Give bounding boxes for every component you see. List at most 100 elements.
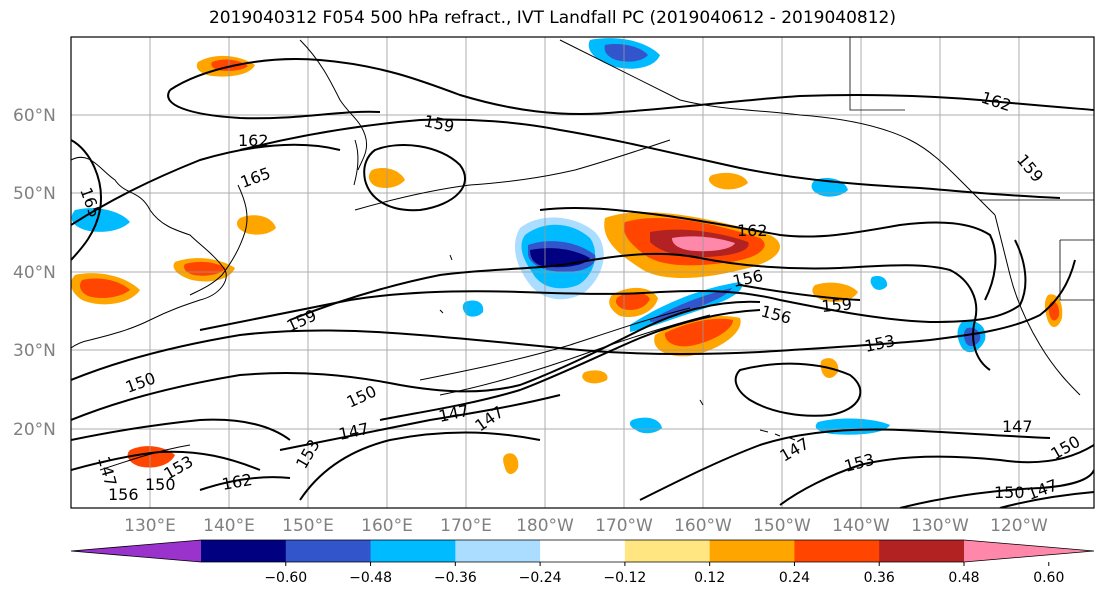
contour-150-sw (71, 418, 291, 441)
colorbar-swatch (370, 540, 456, 562)
colorbar-tick-label: 0.36 (864, 570, 895, 586)
positive-anomaly-south-east (582, 370, 608, 384)
map-frame (70, 36, 1095, 509)
contour-147-southeast (639, 428, 1051, 501)
colorbar-tick-label: −0.24 (519, 570, 562, 586)
lat-label-40n: 40°N (13, 263, 56, 283)
contour-156-sw (71, 450, 261, 471)
alaska-coast (559, 39, 996, 216)
positive-anomaly-china-red (80, 278, 130, 298)
canada-border (849, 37, 905, 111)
kamchatka-coast (299, 39, 368, 171)
coastlines (71, 37, 1094, 441)
colorbar-swatch (879, 540, 965, 562)
contour-162-sw (199, 476, 291, 491)
negative-anomaly-midpacific (462, 300, 484, 317)
contour-labels: 162 159 165 165 162 162 159 153 156 150 … (76, 88, 1083, 504)
lat-label-30n: 30°N (13, 341, 56, 361)
colorbar-tick-label: −0.48 (349, 570, 392, 586)
north-america-coast (994, 214, 1081, 396)
lon-label-130w: 130°W (911, 516, 969, 536)
contour-162-north (169, 58, 1094, 116)
latitude-labels: 60°N 50°N 40°N 30°N 20°N (13, 106, 56, 440)
negative-anomaly-eastchina (71, 208, 130, 232)
colorbar-tick-label: −0.12 (603, 570, 646, 586)
contours (71, 58, 1094, 508)
lon-label-120w: 120°W (990, 516, 1048, 536)
contour-label: 150 (145, 475, 176, 494)
us-state-border (1059, 239, 1094, 301)
lat-label-60n: 60°N (13, 106, 56, 126)
contour-156-central (199, 239, 1027, 331)
contour-150 (71, 300, 761, 421)
lon-label-160w: 160°W (674, 516, 732, 536)
thin-contours (99, 307, 711, 471)
scattered-islands (439, 254, 704, 406)
colorbar-tick-label: 0.24 (779, 570, 810, 586)
contour-159-east (739, 284, 861, 301)
lon-label-130e: 130°E (124, 516, 176, 536)
contour-147-corner (999, 491, 1094, 508)
colorbar-tick-label: 0.12 (694, 570, 725, 586)
negative-anomaly-east-north (870, 276, 888, 290)
asia-coast (71, 157, 227, 349)
lon-label-160e: 160°E (361, 516, 413, 536)
contour-147-south (279, 394, 561, 451)
contour-label: 159 (821, 294, 853, 316)
lon-label-170w: 170°W (595, 516, 653, 536)
colorbar-tick-label: −0.36 (434, 570, 477, 586)
aleutian-chain (354, 139, 671, 211)
lon-label-150e: 150°E (282, 516, 334, 536)
contour-162-central (539, 206, 997, 301)
lat-label-20n: 20°N (13, 420, 56, 440)
plot-title: 2019040312 F054 500 hPa refract., IVT La… (208, 8, 896, 28)
lat-label-50n: 50°N (13, 184, 56, 204)
thin-contour-1 (419, 307, 691, 381)
colorbar-tick-label: 0.48 (948, 570, 979, 586)
longitude-labels: 130°E 140°E 150°E 160°E 170°E 180°W 170°… (124, 516, 1048, 536)
lon-label-170e: 170°E (440, 516, 492, 536)
contour-162-loop (167, 89, 381, 120)
japan-coast (189, 184, 248, 296)
thin-contour-3 (99, 444, 191, 471)
negative-anomaly-arctic-core (604, 44, 648, 62)
lon-label-140w: 140°W (832, 516, 890, 536)
contour-low-ring (363, 144, 466, 212)
contour-165 (71, 139, 102, 261)
contour-153-central (71, 259, 1076, 381)
contour-label: 156 (108, 485, 139, 504)
contour-150-southeast (899, 469, 1094, 508)
contour-label: 162 (238, 131, 269, 150)
colorbar-tick-label: −0.60 (264, 570, 307, 586)
contour-159-central (289, 252, 991, 371)
contour-162-west (71, 143, 341, 226)
contour-159-north (239, 118, 1061, 199)
positive-anomaly-gulf (708, 172, 748, 190)
colorbar-swatch (624, 540, 711, 562)
colorbar: −0.60 −0.48 −0.36 −0.24 −0.12 0.12 0.24 0.36 0.4… (70, 539, 1095, 586)
contour-153-south (299, 431, 541, 501)
colorbar-outline (70, 539, 1095, 563)
colorbar-swatch (201, 540, 287, 562)
colorbar-swatch (794, 540, 880, 562)
map-area: 162 159 165 165 162 162 159 153 156 150 … (71, 37, 1094, 508)
contour-147-jet (379, 309, 761, 421)
negative-anomaly-coast-core (963, 327, 981, 347)
contour-label: 150 (994, 483, 1025, 502)
lon-label-180w: 180°W (516, 516, 574, 536)
colorbar-swatch (455, 540, 541, 562)
colorbar-tick-label: 0.60 (1033, 570, 1064, 586)
colorbar-swatch (285, 540, 372, 562)
contour-153-southeast (779, 444, 1094, 506)
thin-contour-2 (439, 314, 711, 396)
contour-loop-hawaii (734, 362, 862, 417)
positive-anomaly-subtropic (503, 453, 519, 474)
colorbar-extend-high (964, 540, 1094, 562)
lon-label-150w: 150°W (753, 516, 811, 536)
positive-anomaly-south-red (664, 318, 733, 347)
sakhalin-coast (353, 139, 359, 186)
colorbar-swatch (540, 540, 626, 562)
contour-label: 147 (1002, 417, 1033, 436)
contour-label: 162 (737, 221, 768, 240)
